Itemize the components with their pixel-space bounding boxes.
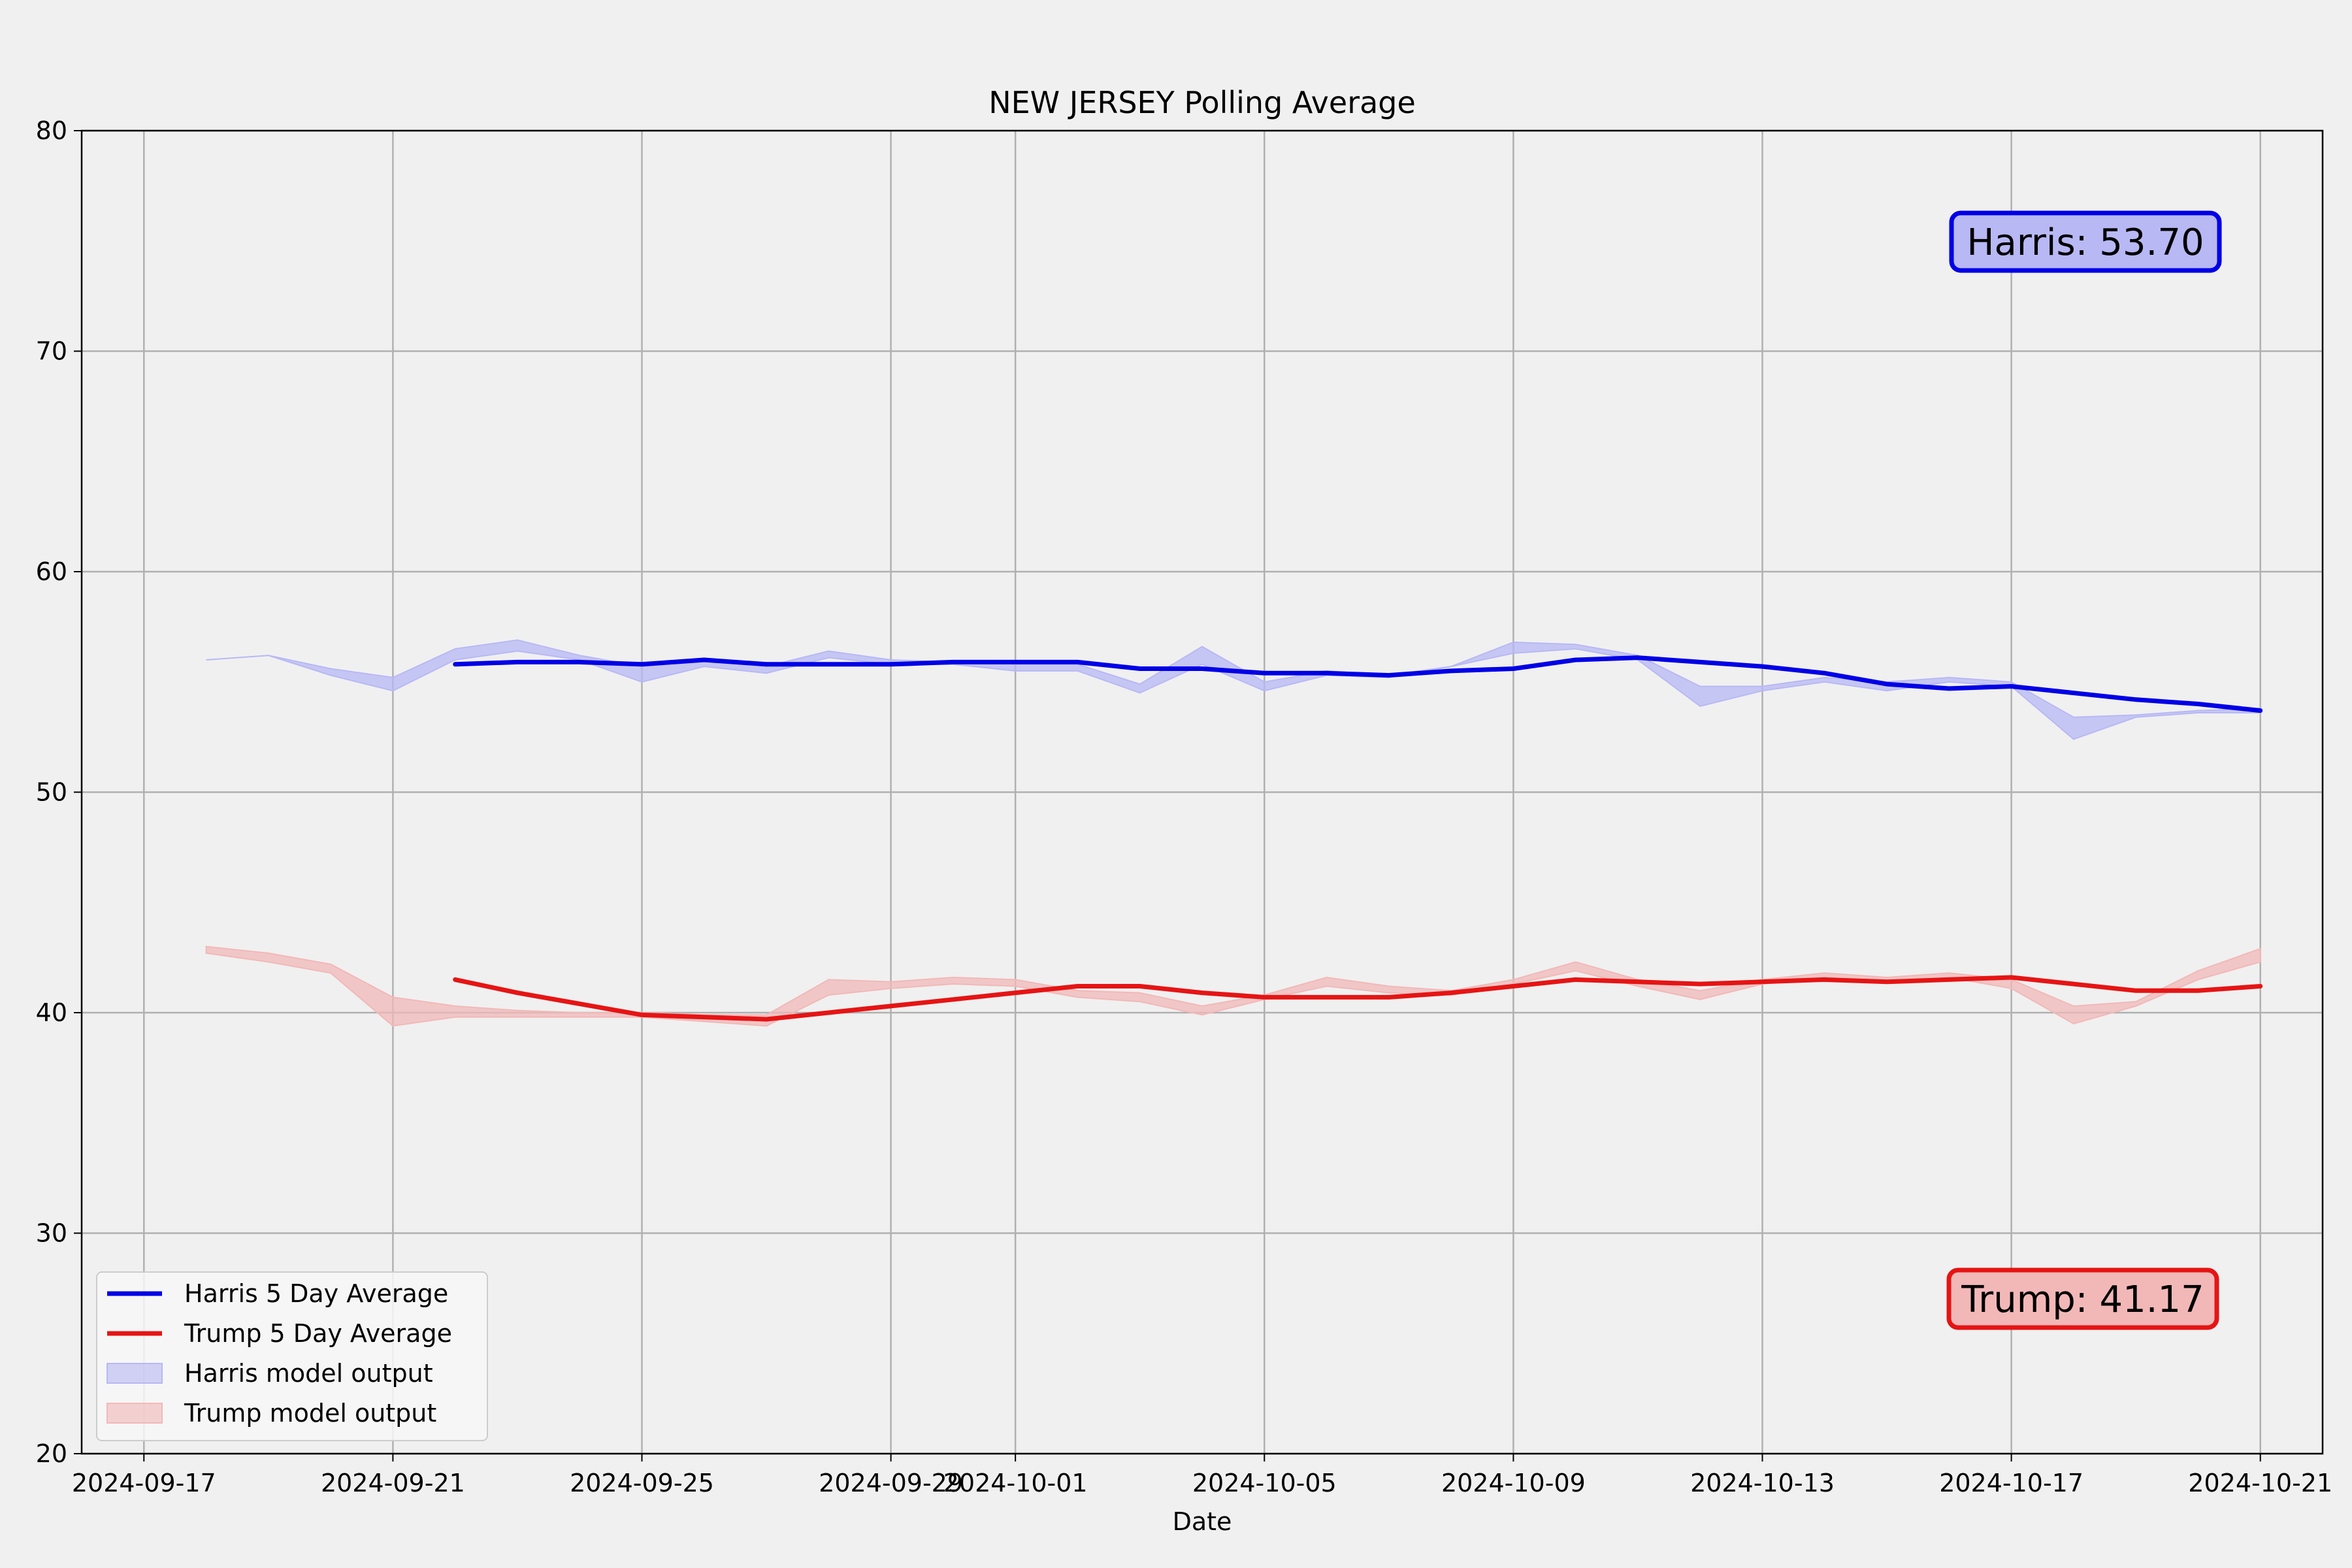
y-tick-label: 60 bbox=[36, 557, 67, 586]
x-tick-label: 2024-10-05 bbox=[1192, 1469, 1337, 1497]
legend-box bbox=[96, 1271, 488, 1441]
annotation-label: Trump: 41.17 bbox=[1961, 1279, 2204, 1321]
x-tick-label: 2024-09-29 bbox=[819, 1469, 963, 1497]
legend-label: Harris model output bbox=[184, 1359, 433, 1388]
x-tick-label: 2024-10-01 bbox=[943, 1469, 1088, 1497]
x-tick-label: 2024-10-17 bbox=[1939, 1469, 2083, 1497]
x-tick-label: 2024-10-09 bbox=[1441, 1469, 1586, 1497]
legend-label: Trump 5 Day Average bbox=[184, 1319, 452, 1348]
legend-label: Harris 5 Day Average bbox=[184, 1279, 448, 1308]
y-tick-label: 50 bbox=[36, 778, 67, 807]
y-tick-label: 80 bbox=[36, 116, 67, 145]
legend-fill-swatch bbox=[106, 1403, 163, 1424]
x-axis-ticks: 2024-09-17 2024-09-21 2024-09-25 2024-09-29… bbox=[72, 1454, 2332, 1497]
line-harris-5-day-average bbox=[453, 655, 2263, 713]
x-tick-label: 2024-10-21 bbox=[2188, 1469, 2332, 1497]
y-tick-label: 30 bbox=[36, 1219, 67, 1248]
x-tick-label: 2024-10-13 bbox=[1690, 1469, 1835, 1497]
legend-fill-swatch bbox=[106, 1363, 163, 1384]
chart-title: NEW JERSEY Polling Average bbox=[988, 85, 1416, 120]
line-trump-5-day-average bbox=[453, 975, 2263, 1022]
annotation-box bbox=[1946, 1267, 2219, 1330]
x-tick-label: 2024-09-17 bbox=[72, 1469, 216, 1497]
y-tick-label: 20 bbox=[36, 1439, 67, 1468]
annotation-box bbox=[1949, 210, 2222, 273]
average-lines bbox=[453, 655, 2263, 1022]
y-axis-ticks: 20 30 40 50 60 70 80 bbox=[36, 116, 82, 1468]
legend: Harris 5 Day Average Trump 5 Day Average H… bbox=[96, 1271, 488, 1441]
x-axis-label: Date bbox=[1173, 1507, 1232, 1536]
legend-label: Trump model output bbox=[184, 1399, 436, 1428]
band-trump-model-output bbox=[205, 945, 2261, 1027]
annotation-label: Harris: 53.70 bbox=[1967, 221, 2204, 264]
y-tick-label: 70 bbox=[36, 337, 67, 366]
x-tick-label: 2024-09-21 bbox=[321, 1469, 465, 1497]
value-annotations: Harris: 53.70 Trump: 41.17 bbox=[1946, 210, 2222, 1330]
y-tick-label: 40 bbox=[36, 998, 67, 1027]
x-tick-label: 2024-09-25 bbox=[570, 1469, 714, 1497]
